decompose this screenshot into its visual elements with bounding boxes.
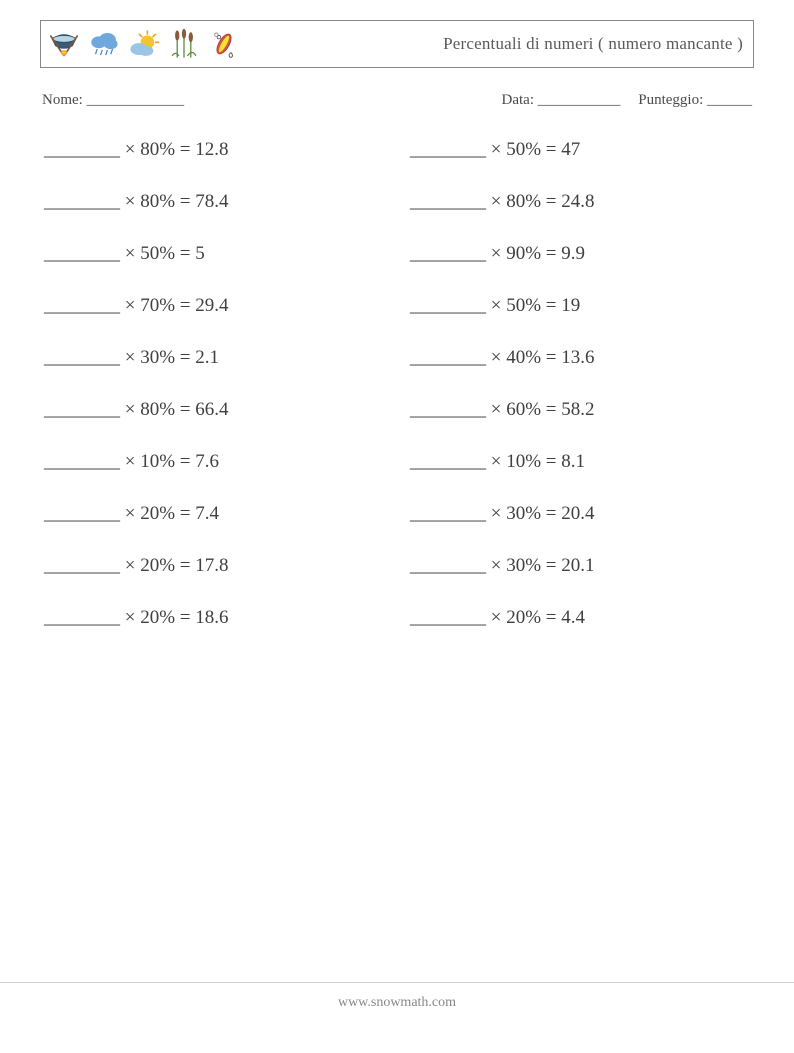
- result-value: 13.6: [561, 347, 594, 368]
- problem: ________ × 80% = 66.4: [44, 399, 384, 421]
- answer-blank[interactable]: ________: [410, 191, 486, 212]
- problem: ________ × 50% = 47: [410, 139, 750, 161]
- name-field: Nome: _____________: [42, 92, 502, 109]
- problem: ________ × 20% = 17.8: [44, 555, 384, 577]
- answer-blank[interactable]: ________: [44, 399, 120, 420]
- result-value: 19: [561, 295, 580, 316]
- sun-icon: [127, 27, 161, 61]
- problem: ________ × 30% = 20.1: [410, 555, 750, 577]
- percent-value: 30%: [140, 347, 175, 368]
- problem: ________ × 90% = 9.9: [410, 243, 750, 265]
- answer-blank[interactable]: ________: [44, 451, 120, 472]
- answer-blank[interactable]: ________: [44, 295, 120, 316]
- percent-value: 80%: [140, 191, 175, 212]
- meta-row: Nome: _____________ Data: ___________ Pu…: [40, 92, 754, 109]
- result-value: 20.4: [561, 503, 594, 524]
- problem: ________ × 80% = 12.8: [44, 139, 384, 161]
- answer-blank[interactable]: ________: [410, 555, 486, 576]
- result-value: 7.6: [195, 451, 219, 472]
- answer-blank[interactable]: ________: [44, 191, 120, 212]
- problem: ________ × 30% = 20.4: [410, 503, 750, 525]
- result-value: 20.1: [561, 555, 594, 576]
- campfire-icon: [47, 27, 81, 61]
- problem: ________ × 20% = 7.4: [44, 503, 384, 525]
- footer: www.snowmath.com: [0, 982, 794, 1011]
- reeds-icon: [167, 27, 201, 61]
- percent-value: 90%: [506, 243, 541, 264]
- result-value: 7.4: [195, 503, 219, 524]
- result-value: 5: [195, 243, 205, 264]
- percent-value: 70%: [140, 295, 175, 316]
- worksheet-title: Percentuali di numeri ( numero mancante …: [443, 34, 743, 54]
- result-value: 29.4: [195, 295, 228, 316]
- result-value: 8.1: [561, 451, 585, 472]
- problem: ________ × 50% = 5: [44, 243, 384, 265]
- result-value: 2.1: [195, 347, 219, 368]
- percent-value: 50%: [506, 139, 541, 160]
- answer-blank[interactable]: ________: [410, 399, 486, 420]
- percent-value: 20%: [140, 503, 175, 524]
- answer-blank[interactable]: ________: [44, 139, 120, 160]
- header-bar: Percentuali di numeri ( numero mancante …: [40, 20, 754, 68]
- percent-value: 20%: [140, 607, 175, 628]
- result-value: 47: [561, 139, 580, 160]
- answer-blank[interactable]: ________: [44, 555, 120, 576]
- percent-value: 50%: [140, 243, 175, 264]
- problem: ________ × 30% = 2.1: [44, 347, 384, 369]
- percent-value: 20%: [506, 607, 541, 628]
- result-value: 9.9: [561, 243, 585, 264]
- percent-value: 50%: [506, 295, 541, 316]
- answer-blank[interactable]: ________: [410, 503, 486, 524]
- result-value: 58.2: [561, 399, 594, 420]
- answer-blank[interactable]: ________: [410, 451, 486, 472]
- problem: ________ × 80% = 24.8: [410, 191, 750, 213]
- percent-value: 10%: [140, 451, 175, 472]
- problem: ________ × 50% = 19: [410, 295, 750, 317]
- icon-strip: [47, 27, 241, 61]
- problem: ________ × 40% = 13.6: [410, 347, 750, 369]
- answer-blank[interactable]: ________: [44, 503, 120, 524]
- answer-blank[interactable]: ________: [410, 243, 486, 264]
- problem: ________ × 70% = 29.4: [44, 295, 384, 317]
- result-value: 4.4: [561, 607, 585, 628]
- percent-value: 10%: [506, 451, 541, 472]
- result-value: 24.8: [561, 191, 594, 212]
- answer-blank[interactable]: ________: [410, 295, 486, 316]
- problem: ________ × 80% = 78.4: [44, 191, 384, 213]
- problem: ________ × 10% = 7.6: [44, 451, 384, 473]
- problem: ________ × 20% = 4.4: [410, 607, 750, 629]
- date-field: Data: ___________: [502, 92, 621, 109]
- problem: ________ × 20% = 18.6: [44, 607, 384, 629]
- lure-icon: [207, 27, 241, 61]
- percent-value: 30%: [506, 503, 541, 524]
- footer-text: www.snowmath.com: [338, 995, 456, 1010]
- percent-value: 30%: [506, 555, 541, 576]
- problems-grid: ________ × 80% = 12.8 ________ × 50% = 47…: [40, 139, 754, 629]
- percent-value: 80%: [506, 191, 541, 212]
- result-value: 66.4: [195, 399, 228, 420]
- answer-blank[interactable]: ________: [44, 243, 120, 264]
- percent-value: 60%: [506, 399, 541, 420]
- answer-blank[interactable]: ________: [410, 139, 486, 160]
- answer-blank[interactable]: ________: [44, 347, 120, 368]
- answer-blank[interactable]: ________: [410, 607, 486, 628]
- percent-value: 80%: [140, 139, 175, 160]
- score-field: Punteggio: ______: [638, 92, 752, 109]
- percent-value: 80%: [140, 399, 175, 420]
- percent-value: 40%: [506, 347, 541, 368]
- percent-value: 20%: [140, 555, 175, 576]
- worksheet-page: Percentuali di numeri ( numero mancante …: [0, 0, 794, 1053]
- result-value: 78.4: [195, 191, 228, 212]
- problem: ________ × 60% = 58.2: [410, 399, 750, 421]
- answer-blank[interactable]: ________: [410, 347, 486, 368]
- result-value: 12.8: [195, 139, 228, 160]
- answer-blank[interactable]: ________: [44, 607, 120, 628]
- result-value: 18.6: [195, 607, 228, 628]
- problem: ________ × 10% = 8.1: [410, 451, 750, 473]
- cloud-icon: [87, 27, 121, 61]
- result-value: 17.8: [195, 555, 228, 576]
